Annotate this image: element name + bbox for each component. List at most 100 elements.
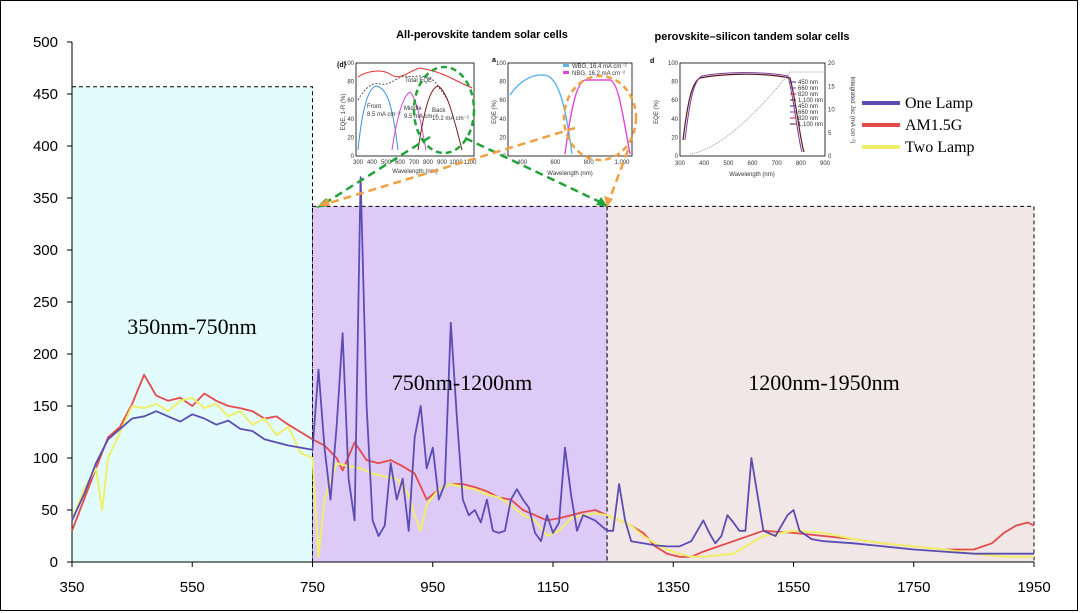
y-tick-label: 150 [33,398,58,415]
d2-y2ticks-label: 20 [828,61,835,67]
panel-a-legend-nbg: NBG, 16.2 mA cm⁻² [572,71,625,77]
region-label-0: 350nm-750nm [127,314,257,339]
panel-d1-tag: (d) [337,62,346,69]
d1-yticks-label: 40 [347,117,354,123]
orange-arrow-left [325,126,576,206]
d1-yticks-label: 60 [347,98,354,104]
d2-y2ticks-label: 15 [828,84,835,90]
region-label-1: 750nm-1200nm [392,370,533,395]
panel-d2-ylabel: EQE (%) [654,100,660,124]
region-box-0 [71,86,313,563]
y-tick-label: 450 [33,86,58,103]
panel-d2-eqe-curve [682,73,805,153]
x-tick-label: 350 [59,579,84,596]
insets: All-perovskite tandem solar cells perovs… [316,29,855,208]
panel-d1-back-curve [417,85,463,151]
panel-d1-front-label: Front [367,104,381,110]
a-xticks-label: 800 [584,160,595,166]
x-tick-label: 950 [420,579,445,596]
x-tick-label: 550 [180,579,205,596]
d2-yticks-label: 20 [671,135,678,141]
d2-yticks-label: 100 [668,61,679,67]
panel-d2-yticks: 0 20 40 60 80 100 [668,61,679,160]
d1-xticks-label: 1100 [464,160,478,166]
y-tick-label: 200 [33,346,58,363]
panel-d2-legend-label: 820 nm [798,92,818,98]
panel-d2-xlabel: Wavelength (nm) [729,172,774,178]
d1-yticks-label: 0 [351,154,355,160]
region-labels: 350nm-750nm 750nm-1200nm 1200nm-1950nm [127,314,900,395]
panel-d1-ylabel: EQE, 1-R (%) [341,94,347,131]
y-tick-label: 350 [33,190,58,207]
series-line-two-lamp [71,396,1034,558]
d2-xticks-label: 800 [796,161,807,167]
panel-d2-legend-label: 1,100 nm [798,98,823,104]
a-xticks-label: 600 [550,160,561,166]
a-xticks-label: 400 [517,160,528,166]
x-tick-label: 1750 [897,579,930,596]
panel-d1-total-curve [357,75,449,101]
d2-xticks-label: 400 [699,161,710,167]
panel-a-ylabel: EQE (%) [492,100,498,124]
d1-xticks-label: 600 [395,160,406,166]
panel-d2-legend-label: 660 nm [798,86,818,92]
panel-d2-legend-label: 1,100 nm [798,122,823,128]
legend-label-0: One Lamp [905,95,973,112]
y-tick-label: 100 [33,450,58,467]
panel-d1-highlight-ellipse [412,65,476,155]
panel-d2-legend-label: 660 nm [798,110,818,116]
panel-d1-back-value: 10.2 mA cm⁻² [432,116,469,122]
d1-xticks-label: 400 [367,160,378,166]
panel-a-legend-nbg-swatch [563,71,569,74]
green-arrow-left [321,135,431,207]
y-tick-label: 250 [33,294,58,311]
x-tick-label: 1150 [537,579,569,596]
panel-d2-y2ticks: 0 5 10 15 20 [828,61,835,160]
panel-d1-middle-label: Middle [404,106,422,112]
panel-d1-front-curve [357,85,399,151]
panel-d2-integrated-curve [689,71,825,155]
d1-xticks-label: 300 [353,160,364,166]
d1-xticks-label: 500 [381,160,392,166]
y-tick-label: 50 [41,502,58,519]
d2-yticks-label: 60 [671,98,678,104]
y-tick-label: 400 [33,138,58,155]
panel-a-legend-wbg: WBG, 16.4 mA cm⁻² [572,64,627,70]
d1-yticks-label: 20 [347,135,354,141]
d2-y2ticks-label: 10 [828,108,835,114]
panel-a-legend-wbg-swatch [563,64,569,67]
panel-d1-middle-curve [391,91,427,151]
inset-title-perovskite-silicon: perovskite–silicon tandem solar cells [654,31,849,43]
x-tick-label: 1950 [1017,579,1050,596]
panel-d1-back-label: Back [432,108,446,114]
panel-d2-eqe-curve-2 [684,72,803,153]
y-tick-label: 0 [50,554,58,571]
panel-d2-legend-label: 820 nm [798,116,818,122]
panel-a-xlabel: Wavelength (nm) [547,171,592,177]
panel-d2-legend-label: 450 nm [798,80,818,86]
d2-xticks-label: 300 [675,161,686,167]
orange-arrow-right [608,149,630,199]
panel-d1-yticks: 0 20 40 60 80 100 [344,61,355,160]
d2-xticks-label: 500 [723,161,734,167]
panel-a-wbg-curve [509,74,573,155]
a-yticks-label: 20 [499,135,506,141]
legend-label-2: Two Lamp [905,139,975,156]
d1-xticks-label: 700 [409,160,420,166]
panel-d1-middle-value: 9.5 mA cm⁻² [404,114,438,120]
region-box-2 [606,205,1035,563]
a-yticks-label: 60 [499,98,506,104]
inset-panel-d1: (d) EQE, 1-R (%) Wavelength (nm) 0 20 40 60… [337,61,477,175]
panel-d1-xlabel: Wavelength (nm) [392,169,437,175]
x-tick-label: 1350 [657,579,690,596]
y-tick-label: 300 [33,242,58,259]
green-arrow-right [464,136,601,204]
d1-yticks-label: 100 [344,61,355,67]
d1-xticks-label: 800 [423,160,434,166]
d2-xticks-label: 600 [747,161,758,167]
green-arrow-right-head [596,197,608,207]
inset-panel-d2: d EQE (%) Integrated Jsc (mA cm⁻²) Wavel… [650,58,855,178]
